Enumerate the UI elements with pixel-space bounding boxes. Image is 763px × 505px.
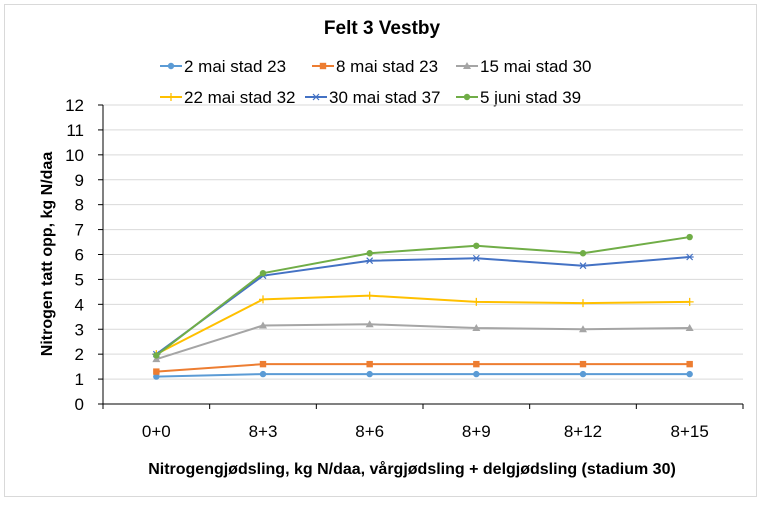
data-point: [579, 370, 587, 378]
series-line: [155, 255, 690, 355]
data-point: [579, 325, 587, 333]
y-tick-label: 8: [75, 196, 84, 215]
data-point: [579, 262, 587, 270]
y-tick-label: 1: [75, 370, 84, 389]
legend-label: 8 mai stad 23: [336, 57, 438, 76]
x-tick-label: 8+9: [462, 422, 491, 441]
data-point: [365, 320, 374, 328]
y-tick-label: 9: [75, 171, 84, 190]
series-1: [153, 370, 693, 380]
data-point: [153, 352, 160, 359]
legend-item: 15 mai stad 30: [456, 57, 592, 76]
data-point: [259, 370, 267, 378]
x-tick-labels: 0+0 8+3 8+6 8+9 8+12 8+15: [142, 422, 709, 441]
series-line: [156, 323, 690, 361]
data-point: [473, 370, 480, 378]
x-tick-label: 8+6: [355, 422, 384, 441]
series-2: [153, 360, 693, 375]
data-point: [366, 360, 373, 368]
legend-item: 8 mai stad 23: [312, 57, 438, 76]
legend-marker: [167, 93, 175, 101]
y-tick-label: 3: [75, 320, 84, 339]
data-point: [472, 254, 481, 262]
legend-marker: [312, 93, 320, 101]
series-6: [153, 233, 693, 359]
legend-label: 22 mai stad 32: [184, 88, 296, 107]
data-point: [685, 324, 694, 332]
data-point: [473, 360, 480, 368]
data-point: [259, 360, 267, 368]
data-point: [686, 360, 693, 368]
x-tick-label: 8+12: [564, 422, 602, 441]
legend-marker: [167, 62, 175, 70]
series-line: [156, 363, 690, 373]
legend-marker: [463, 62, 471, 69]
x-tick-label: 0+0: [142, 422, 171, 441]
gridlines: [103, 104, 743, 380]
y-axis-label: Nitrogen tatt opp, kg N/daa: [39, 152, 56, 357]
data-point: [365, 291, 374, 300]
data-point: [259, 295, 267, 304]
y-tick-label: 4: [75, 295, 84, 314]
legend-marker: [319, 62, 327, 70]
series-line: [155, 294, 690, 356]
data-point: [685, 253, 694, 261]
data-point: [686, 233, 693, 241]
data-point: [259, 269, 267, 277]
legend-marker: [463, 93, 471, 101]
series-line: [156, 373, 690, 378]
series-group: [152, 233, 694, 380]
x-tick-label: 8+15: [671, 422, 709, 441]
data-point: [365, 257, 374, 265]
data-point: [473, 242, 480, 249]
axes: [98, 104, 744, 409]
legend-item: 2 mai stad 23: [160, 57, 286, 76]
data-point: [685, 297, 694, 306]
data-point: [366, 250, 373, 257]
y-tick-label: 0: [75, 395, 84, 414]
data-point: [259, 321, 267, 329]
data-point: [686, 370, 693, 378]
y-tick-label: 2: [75, 345, 84, 364]
legend: 2 mai stad 23 8 mai stad 23 15 mai stad 30…: [160, 57, 592, 107]
y-tick-label: 7: [75, 221, 84, 240]
x-tick-label: 8+3: [249, 422, 278, 441]
y-tick-label: 6: [75, 246, 84, 265]
y-tick-label: 11: [66, 121, 84, 140]
chart-frame: [4, 4, 757, 497]
legend-item: 22 mai stad 32: [160, 88, 296, 107]
x-axis-label: Nitrogengjødsling, kg N/daa, vårgjødslin…: [148, 460, 676, 478]
y-tick-label: 12: [65, 96, 84, 115]
legend-label: 2 mai stad 23: [184, 57, 286, 76]
legend-label: 5 juni stad 39: [480, 88, 581, 107]
series-line: [155, 236, 690, 357]
y-tick-label: 10: [65, 146, 84, 165]
data-point: [153, 373, 160, 380]
y-tick-label: 5: [75, 270, 84, 289]
legend-label: 15 mai stad 30: [480, 57, 592, 76]
data-point: [366, 370, 373, 378]
data-point: [472, 297, 481, 306]
series-3: [152, 320, 694, 363]
legend-label: 30 mai stad 37: [329, 88, 441, 107]
series-5: [152, 253, 694, 358]
data-point: [579, 250, 587, 257]
chart-title: Felt 3 Vestby: [324, 18, 441, 39]
data-point: [579, 299, 587, 308]
legend-item: 30 mai stad 37: [305, 88, 441, 107]
data-point: [153, 368, 160, 375]
legend-item: 5 juni stad 39: [456, 88, 581, 107]
data-point: [152, 355, 161, 363]
series-4: [152, 291, 694, 359]
data-point: [579, 360, 587, 368]
data-point: [472, 324, 481, 332]
